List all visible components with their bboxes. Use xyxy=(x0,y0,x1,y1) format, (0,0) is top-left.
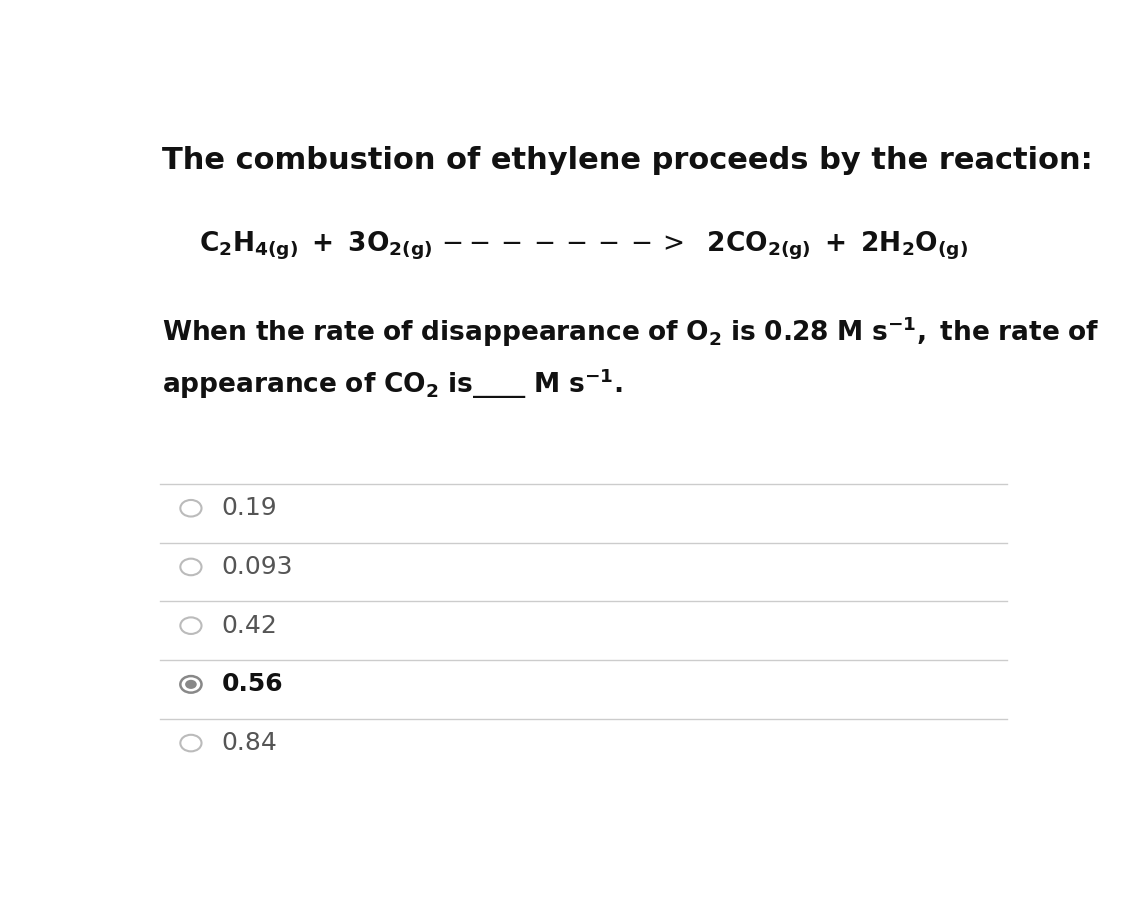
Text: $\mathbf{When\ the\ rate\ of\ disappearance\ of\ O_2\ is\ 0.28\ M\ s^{-1},\ the\: $\mathbf{When\ the\ rate\ of\ disappeara… xyxy=(162,315,1099,349)
Circle shape xyxy=(186,680,197,689)
Text: $\mathbf{C_2H_{4(g)}\ +\ 3O_{2(g)}\ }$$\mathrm{------->}$$\mathbf{\ \ 2CO_{2(g)}: $\mathbf{C_2H_{4(g)}\ +\ 3O_{2(g)}\ }$$\… xyxy=(199,230,968,262)
Text: The combustion of ethylene proceeds by the reaction:: The combustion of ethylene proceeds by t… xyxy=(162,145,1092,175)
Text: 0.56: 0.56 xyxy=(222,673,284,696)
Text: 0.42: 0.42 xyxy=(222,614,278,638)
Text: $\mathbf{appearance\ of\ CO_2\ is\_\_\_\_\ M\ s^{-1}.}$: $\mathbf{appearance\ of\ CO_2\ is\_\_\_\… xyxy=(162,367,622,401)
Text: 0.093: 0.093 xyxy=(222,555,294,579)
Text: 0.19: 0.19 xyxy=(222,496,278,520)
Text: 0.84: 0.84 xyxy=(222,731,278,755)
